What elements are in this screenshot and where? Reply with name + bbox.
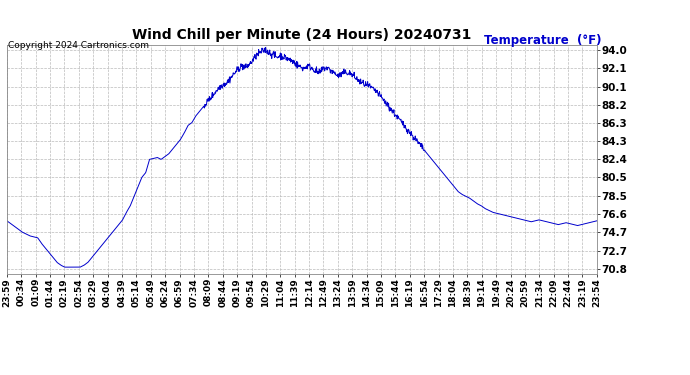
Title: Wind Chill per Minute (24 Hours) 20240731: Wind Chill per Minute (24 Hours) 2024073… (132, 28, 471, 42)
Text: Temperature  (°F): Temperature (°F) (484, 34, 602, 47)
Text: Copyright 2024 Cartronics.com: Copyright 2024 Cartronics.com (8, 41, 149, 50)
